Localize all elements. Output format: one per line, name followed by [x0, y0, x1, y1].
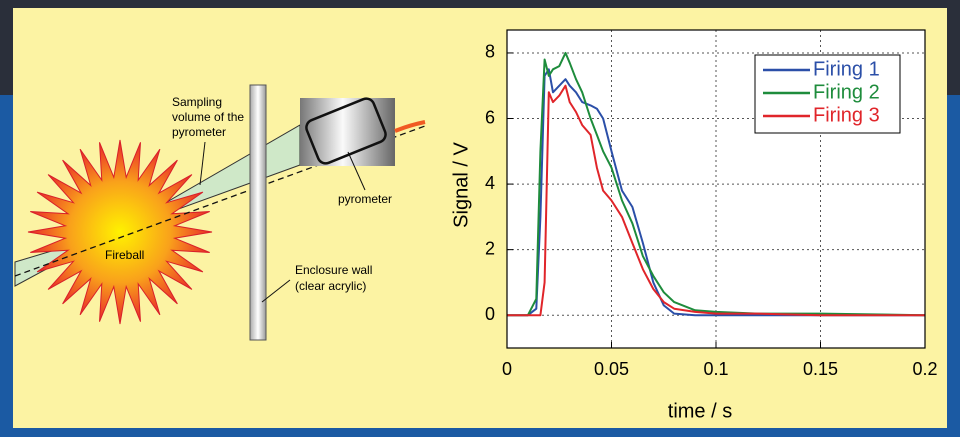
label: Enclosure wall: [295, 263, 372, 277]
pointer: [347, 151, 366, 191]
label: Sampling: [172, 95, 222, 109]
y-axis-label: Signal / V: [450, 142, 472, 228]
y-tick-label: 6: [485, 107, 495, 127]
label: pyrometer: [172, 125, 226, 139]
y-tick-label: 0: [485, 304, 495, 324]
x-tick-label: 0.05: [594, 359, 629, 379]
label: (clear acrylic): [295, 279, 366, 293]
series-line: [507, 51, 926, 317]
enclosure-wall: [249, 84, 267, 341]
pyrometer-outline: [305, 97, 387, 165]
legend-label: Firing 2: [813, 81, 880, 103]
x-tick-label: 0.1: [703, 359, 728, 379]
label: volume of the: [172, 110, 244, 124]
x-tick-label: 0: [502, 359, 512, 379]
chart: time / s Signal / V 0 2 4 6 8 0 0.05 0.1 0.15 0.2…: [450, 29, 938, 422]
cable: [394, 120, 426, 133]
pointer: [261, 279, 291, 303]
pointer: [199, 141, 206, 186]
fireball: [27, 139, 213, 325]
y-tick-label: 8: [485, 42, 495, 62]
x-axis-label: time / s: [668, 400, 732, 422]
label: pyrometer: [338, 192, 392, 206]
y-tick-label: 2: [485, 238, 495, 258]
y-tick-label: 4: [485, 173, 495, 193]
series-line: [507, 84, 925, 317]
x-tick-label: 0.2: [912, 359, 937, 379]
label: Fireball: [105, 248, 144, 262]
series-line: [507, 68, 925, 317]
legend-label: Firing 1: [813, 58, 880, 80]
diagram: Sampling volume of the pyrometer pyromet…: [14, 84, 426, 341]
x-tick-label: 0.15: [803, 359, 838, 379]
legend-label: Firing 3: [813, 104, 880, 126]
plot-frame: [506, 29, 926, 349]
